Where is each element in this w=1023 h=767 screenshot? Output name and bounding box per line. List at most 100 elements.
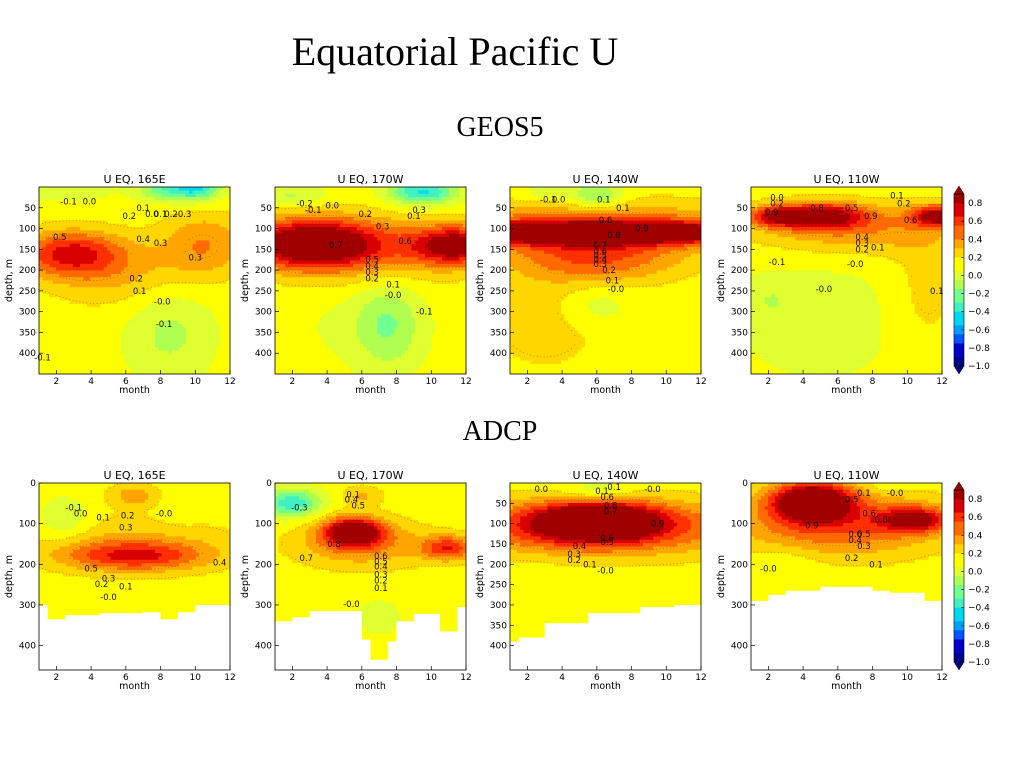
heatmap-cell [96, 283, 101, 288]
heatmap-cell [356, 297, 361, 302]
heatmap-cell [212, 257, 217, 262]
contour-point [209, 282, 210, 284]
contour-point [110, 239, 112, 241]
heatmap-cell [154, 247, 159, 252]
heatmap-cell [52, 363, 57, 368]
heatmap-cell [285, 257, 290, 262]
heatmap-cell [52, 293, 57, 298]
heatmap-cell [79, 350, 84, 355]
heatmap-cell [315, 323, 320, 328]
heatmap-cell [39, 367, 44, 372]
heatmap-cell [107, 357, 112, 362]
contour-point [212, 282, 214, 284]
heatmap-cell [172, 327, 177, 332]
heatmap-cell [295, 263, 300, 268]
heatmap-cell [302, 300, 307, 305]
heatmap-cell [110, 303, 115, 308]
heatmap-cell [346, 273, 351, 278]
heatmap-cell [131, 363, 136, 368]
heatmap-cell [189, 187, 194, 191]
heatmap-cell [165, 313, 170, 318]
heatmap-cell [195, 353, 200, 358]
heatmap-cell [141, 357, 146, 362]
heatmap-cell [302, 223, 307, 228]
heatmap-cell [86, 360, 91, 365]
heatmap-cell [117, 263, 122, 268]
heatmap-cell [144, 237, 149, 242]
heatmap-cell [134, 290, 139, 295]
heatmap-cell [305, 197, 310, 201]
heatmap-cell [305, 277, 310, 282]
heatmap-cell [144, 213, 149, 218]
heatmap-cell [367, 260, 372, 265]
heatmap-cell [339, 277, 344, 282]
heatmap-cell [367, 233, 372, 238]
heatmap-cell [343, 267, 348, 272]
heatmap-cell [219, 240, 224, 245]
heatmap-cell [107, 193, 112, 198]
heatmap-cell [309, 343, 314, 348]
heatmap-cell [59, 213, 64, 218]
heatmap-cell [363, 240, 368, 245]
heatmap-cell [117, 307, 122, 312]
heatmap-cell [312, 340, 317, 345]
heatmap-cell [309, 197, 314, 201]
heatmap-cell [158, 220, 163, 225]
heatmap-cell [45, 367, 50, 372]
heatmap-cell [131, 240, 136, 245]
heatmap-cell [278, 250, 283, 255]
heatmap-cell [127, 343, 132, 348]
heatmap-cell [315, 207, 320, 211]
heatmap-cell [281, 310, 286, 315]
contour-point [45, 272, 47, 274]
heatmap-cell [202, 273, 207, 278]
heatmap-cell [278, 283, 283, 288]
heatmap-cell [319, 187, 324, 191]
heatmap-cell [79, 207, 84, 211]
heatmap-cell [134, 230, 139, 235]
heatmap-cell [137, 290, 142, 295]
heatmap-cell [52, 303, 57, 308]
heatmap-cell [161, 293, 166, 298]
heatmap-cell [83, 370, 88, 374]
heatmap-cell [189, 247, 194, 252]
heatmap-cell [202, 260, 207, 265]
section-title-adcp: ADCP [0, 416, 1000, 448]
heatmap-cell [62, 207, 67, 211]
heatmap-cell [288, 220, 293, 225]
heatmap-cell [127, 260, 132, 265]
heatmap-cell [107, 343, 112, 348]
heatmap-cell [285, 340, 290, 345]
heatmap-cell [172, 317, 177, 322]
heatmap-cell [151, 190, 156, 195]
heatmap-cell [148, 227, 153, 232]
heatmap-cell [292, 287, 297, 292]
heatmap-cell [206, 200, 211, 205]
heatmap-cell [209, 297, 214, 302]
contour-point [123, 246, 125, 248]
heatmap-cell [90, 293, 95, 298]
heatmap-cell [292, 213, 297, 218]
heatmap-cell [285, 300, 290, 305]
heatmap-cell [124, 260, 129, 265]
heatmap-cell [206, 213, 211, 218]
heatmap-cell [226, 340, 230, 345]
heatmap-cell [206, 327, 211, 332]
heatmap-cell [309, 223, 314, 228]
heatmap-cell [329, 273, 334, 278]
heatmap-cell [172, 340, 177, 345]
heatmap-cell [103, 200, 108, 205]
heatmap-cell [319, 290, 324, 295]
heatmap-cell [322, 227, 327, 232]
heatmap-cell [151, 233, 156, 238]
heatmap-cell [195, 300, 200, 305]
heatmap-cell [69, 197, 74, 201]
heatmap-cell [295, 363, 300, 368]
heatmap-cell [298, 260, 303, 265]
heatmap-cell [192, 197, 197, 201]
heatmap-cell [73, 287, 78, 292]
heatmap-cell [49, 307, 54, 312]
heatmap-cell [96, 330, 101, 335]
heatmap-cell [110, 313, 115, 318]
heatmap-cell [144, 353, 149, 358]
